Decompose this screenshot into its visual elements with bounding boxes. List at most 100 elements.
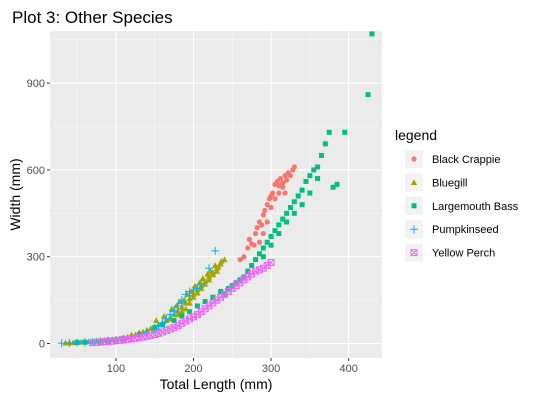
data-point bbox=[160, 312, 168, 319]
data-point bbox=[187, 309, 193, 315]
y-tick-label: 0 bbox=[39, 339, 45, 351]
data-point bbox=[73, 338, 82, 347]
data-point bbox=[260, 245, 266, 251]
y-tick-label: 300 bbox=[27, 252, 45, 264]
data-point bbox=[307, 190, 313, 196]
data-point bbox=[299, 202, 305, 208]
x-tick-label: 300 bbox=[262, 363, 280, 375]
data-point bbox=[211, 246, 220, 255]
data-point bbox=[260, 230, 266, 237]
data-point bbox=[246, 236, 252, 242]
data-point bbox=[245, 245, 251, 251]
data-point bbox=[201, 278, 209, 284]
data-point bbox=[334, 181, 340, 187]
data-point bbox=[311, 167, 317, 173]
data-point bbox=[342, 129, 348, 135]
data-point bbox=[209, 271, 217, 278]
data-point bbox=[193, 284, 202, 293]
data-point bbox=[326, 129, 332, 135]
data-point bbox=[207, 267, 214, 274]
data-point bbox=[295, 193, 301, 199]
data-point bbox=[268, 204, 274, 211]
data-point bbox=[57, 339, 66, 348]
data-point bbox=[179, 313, 185, 319]
data-point bbox=[268, 242, 274, 248]
data-point bbox=[264, 239, 270, 245]
data-point bbox=[270, 190, 276, 196]
data-point bbox=[171, 317, 177, 323]
data-point bbox=[256, 251, 262, 257]
data-point bbox=[65, 338, 74, 347]
data-point bbox=[330, 184, 336, 190]
data-point bbox=[291, 210, 297, 216]
data-point bbox=[251, 242, 257, 248]
data-point bbox=[174, 307, 182, 314]
data-point bbox=[307, 173, 313, 179]
data-point bbox=[260, 254, 266, 260]
data-point bbox=[287, 173, 294, 179]
data-point bbox=[276, 222, 282, 228]
data-point bbox=[299, 187, 305, 193]
data-point bbox=[284, 219, 290, 225]
data-point bbox=[254, 225, 260, 231]
data-point bbox=[158, 319, 167, 328]
y-tick-label: 600 bbox=[27, 165, 45, 177]
data-point bbox=[303, 178, 309, 184]
data-point bbox=[291, 164, 297, 170]
data-point bbox=[177, 299, 186, 308]
data-point bbox=[185, 291, 194, 300]
data-point bbox=[256, 239, 263, 245]
data-point bbox=[280, 216, 286, 222]
legend-label: Largemouth Bass bbox=[432, 201, 519, 213]
data-point bbox=[262, 207, 268, 214]
legend-title: legend bbox=[395, 127, 437, 143]
data-point bbox=[205, 276, 213, 283]
data-point bbox=[204, 270, 211, 277]
data-point bbox=[272, 228, 278, 234]
data-point bbox=[178, 308, 186, 315]
data-point bbox=[189, 285, 198, 294]
data-point bbox=[178, 304, 186, 310]
data-point bbox=[186, 299, 193, 306]
data-point bbox=[245, 268, 251, 274]
series-yellow-perch bbox=[89, 259, 275, 347]
data-point bbox=[194, 289, 201, 296]
data-point bbox=[315, 164, 321, 170]
data-point bbox=[365, 92, 371, 98]
data-point bbox=[253, 257, 259, 263]
data-point bbox=[267, 259, 275, 267]
data-point bbox=[249, 262, 255, 268]
data-point bbox=[318, 152, 324, 158]
x-tick-label: 200 bbox=[184, 363, 202, 375]
data-point bbox=[241, 254, 247, 260]
data-point bbox=[283, 177, 290, 183]
legend-marker bbox=[411, 203, 417, 209]
data-point bbox=[215, 263, 222, 270]
data-point bbox=[369, 31, 375, 37]
data-point bbox=[199, 275, 207, 281]
x-tick-label: 400 bbox=[339, 363, 357, 375]
y-axis-title: Width (mm) bbox=[7, 158, 23, 230]
x-axis-title: Total Length (mm) bbox=[160, 376, 273, 392]
legend-marker bbox=[410, 249, 418, 257]
data-point bbox=[202, 299, 208, 305]
data-point bbox=[277, 175, 283, 182]
gridlines bbox=[50, 31, 382, 358]
data-point bbox=[190, 294, 197, 300]
data-point bbox=[272, 196, 278, 202]
data-point bbox=[276, 190, 282, 196]
data-point bbox=[213, 267, 220, 274]
data-point bbox=[276, 231, 282, 237]
data-point bbox=[205, 264, 214, 273]
data-point bbox=[268, 233, 274, 239]
data-point bbox=[282, 190, 288, 196]
data-point bbox=[284, 210, 290, 216]
data-point bbox=[218, 257, 225, 264]
data-point bbox=[205, 273, 213, 280]
legend-label: Yellow Perch bbox=[432, 248, 495, 260]
data-point bbox=[237, 257, 243, 263]
legend-marker bbox=[410, 179, 418, 185]
data-point bbox=[210, 294, 216, 300]
data-point bbox=[197, 280, 206, 289]
